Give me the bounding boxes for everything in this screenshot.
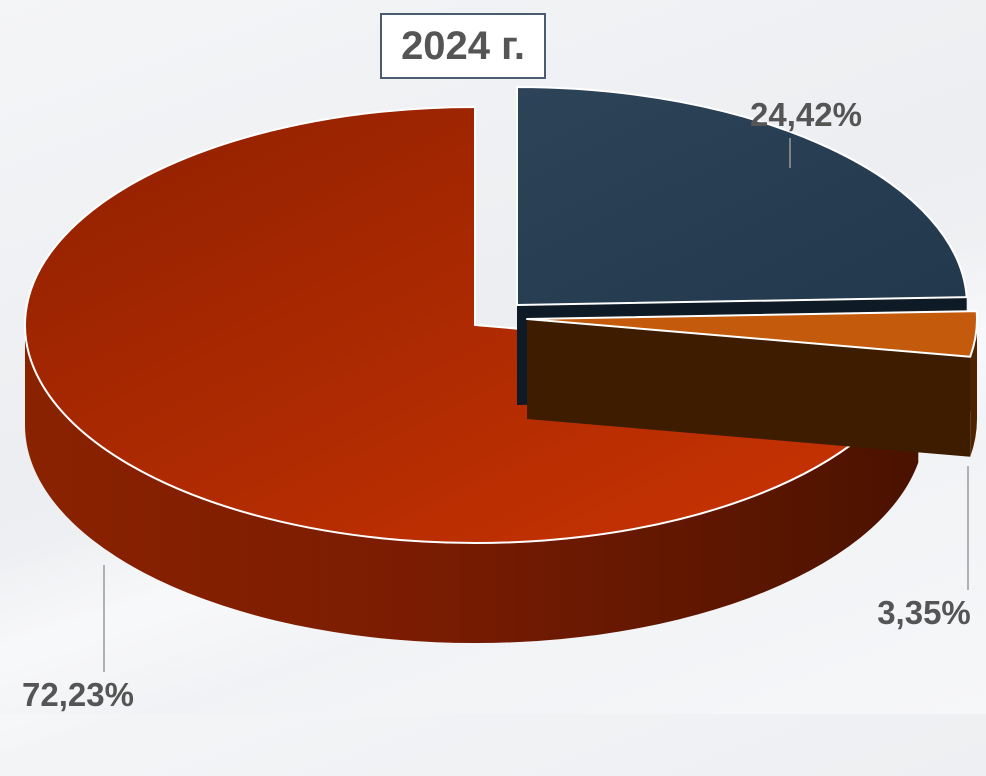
slice-3-top [24,106,920,544]
slice-2-top [526,310,978,358]
slice-label-2: 3,35% [877,594,971,631]
slice-2-radial-face-2 [527,319,971,457]
slice-label-1: 24,42% [750,96,862,133]
slice-labels: 24,42% 3,35% 72,23% [22,96,971,713]
pie-chart: 24,42% 3,35% 72,23% [22,86,978,713]
slice-label-3: 72,23% [22,676,134,713]
chart-title: 2024 г. [380,13,546,79]
slice-3-outer-side-1 [24,325,919,644]
pie-slices [24,86,978,644]
leader-lines [103,138,969,672]
slice-1-top [516,86,968,306]
slice-2 [526,310,978,457]
